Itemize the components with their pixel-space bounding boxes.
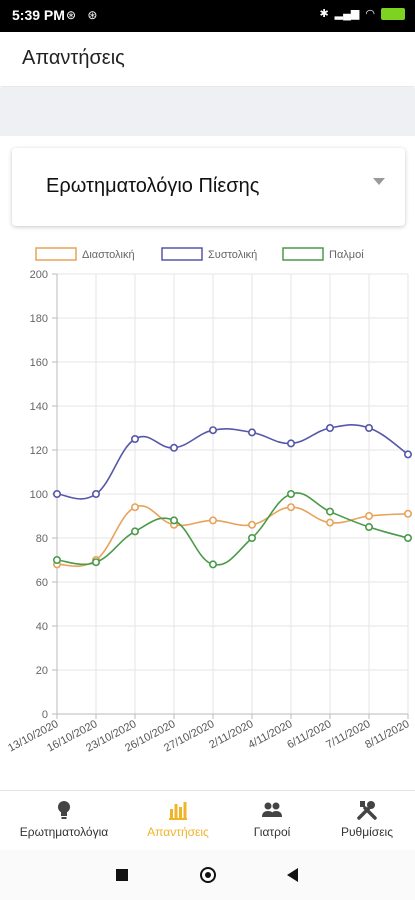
data-point [286, 439, 295, 448]
data-point [209, 560, 218, 569]
data-point [403, 509, 412, 518]
data-point [403, 450, 412, 459]
questionnaire-select[interactable]: Ερωτηματολόγιο Πίεσης [12, 148, 405, 226]
status-time: 5:39 PM [12, 7, 65, 23]
y-tick-label: 0 [42, 709, 48, 721]
people-icon [262, 802, 282, 817]
battery-icon [381, 7, 405, 20]
series-line-3 [56, 492, 409, 566]
y-tick-label: 140 [30, 401, 48, 413]
status-indicators: ✱ ▂▄▆ ◠ [319, 7, 405, 20]
notification-icons: ⊛ ⊛ [66, 8, 102, 22]
home-button[interactable] [200, 867, 216, 883]
data-point [131, 527, 140, 536]
data-point [131, 435, 140, 444]
legend-label: Διαστολική [82, 249, 135, 261]
y-tick-label: 120 [30, 445, 48, 457]
header-band [0, 88, 415, 136]
app-bar: Απαντήσεις [0, 32, 415, 86]
legend-label: Συστολική [208, 249, 257, 261]
wifi-icon: ◠ [365, 8, 375, 20]
data-point [92, 490, 101, 499]
data-point [92, 558, 101, 567]
series-line-2 [56, 424, 409, 500]
lightbulb-icon [58, 801, 70, 819]
y-tick-label: 160 [30, 357, 48, 369]
data-point [364, 522, 373, 531]
bar-chart-icon [169, 802, 187, 820]
data-point [170, 443, 179, 452]
y-tick-label: 60 [36, 577, 48, 589]
nav-questionnaires-label: Ερωτηματολόγια [19, 825, 109, 839]
recents-button[interactable] [116, 869, 128, 881]
back-button[interactable] [287, 868, 298, 882]
nav-doctors-label: Γιατροί [253, 825, 291, 839]
bluetooth-icon: ✱ [319, 8, 329, 20]
nav-questionnaires[interactable]: Ερωτηματολόγια [12, 799, 116, 839]
questionnaire-select-value: Ερωτηματολόγιο Πίεσης [46, 175, 260, 197]
legend-swatch [35, 247, 77, 261]
series-line-1 [56, 505, 409, 567]
nav-doctors[interactable]: Γιατροί [220, 799, 324, 839]
tools-icon [357, 801, 377, 820]
nav-settings[interactable]: Ρυθμίσεις [315, 799, 415, 839]
chart-legend: Διαστολική Συστολική Παλμοί [35, 247, 364, 261]
legend-swatch [282, 247, 324, 261]
data-point [325, 507, 334, 516]
x-tick-label: 8/11/2020 [363, 718, 411, 751]
signal-icon: ▂▄▆ [334, 8, 360, 20]
chart-axes: 02040608010012014016018020013/10/202016/… [6, 269, 411, 754]
system-navigation-bar [0, 850, 415, 900]
y-tick-label: 80 [36, 533, 48, 545]
data-point [248, 533, 257, 542]
y-tick-label: 100 [30, 489, 48, 501]
blood-pressure-chart: 02040608010012014016018020013/10/202016/… [6, 247, 412, 754]
chart-series [52, 424, 412, 569]
y-tick-label: 180 [30, 313, 48, 325]
data-point [209, 516, 218, 525]
dropdown-caret-icon[interactable] [373, 178, 385, 185]
y-tick-label: 40 [36, 621, 48, 633]
data-point [364, 511, 373, 520]
data-point [170, 516, 179, 525]
legend-swatch [161, 247, 203, 261]
legend-label: Παλμοί [329, 249, 364, 261]
bottom-navigation: Ερωτηματολόγια Απαντήσεις Γιατροί Ρυθμίσ… [0, 790, 415, 851]
data-point [403, 533, 412, 542]
page-title: Απαντήσεις [22, 47, 125, 69]
data-point [131, 503, 140, 512]
status-bar: 5:39 PM ⊛ ⊛ ✱ ▂▄▆ ◠ [0, 0, 415, 32]
nav-answers[interactable]: Απαντήσεις [126, 799, 230, 839]
data-point [325, 424, 334, 433]
data-point [52, 555, 61, 564]
nav-settings-label: Ρυθμίσεις [340, 825, 394, 839]
chart-grid [56, 273, 409, 715]
nav-answers-label: Απαντήσεις [147, 825, 209, 839]
y-tick-label: 20 [36, 665, 48, 677]
data-point [325, 518, 334, 527]
y-tick-label: 200 [30, 269, 48, 281]
data-point [248, 520, 257, 529]
data-point [209, 426, 218, 435]
data-point [364, 424, 373, 433]
data-point [52, 490, 61, 499]
data-point [248, 428, 257, 437]
data-point [286, 490, 295, 499]
data-point [286, 503, 295, 512]
